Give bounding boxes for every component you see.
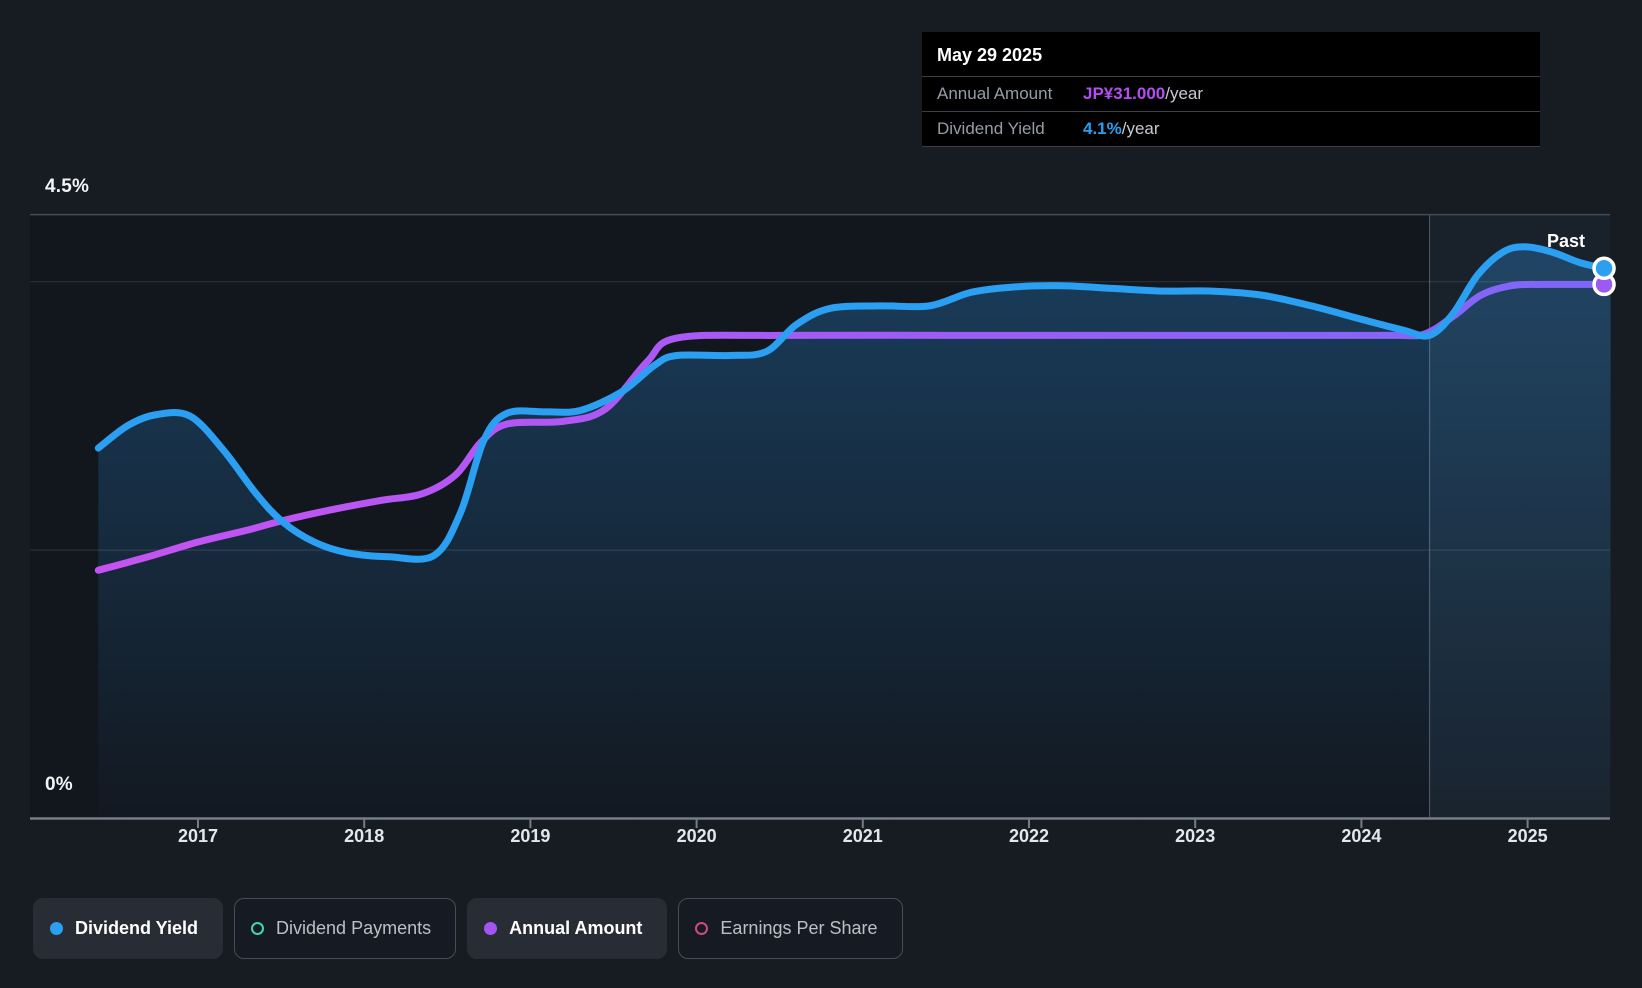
x-axis-label-2021: 2021	[842, 826, 883, 846]
chart-legend: Dividend Yield Dividend Payments Annual Am…	[33, 898, 903, 959]
tooltip-rows: Annual Amount JP¥31.000/year Dividend Yiel…	[922, 77, 1540, 147]
past-region-label: Past	[1547, 231, 1586, 251]
tooltip-row-suffix: /year	[1165, 84, 1204, 103]
tooltip-row-suffix: /year	[1121, 119, 1160, 138]
x-axis-label-2023: 2023	[1175, 826, 1216, 846]
x-axis-label-2025: 2025	[1507, 826, 1548, 846]
series-ring-icon	[695, 922, 709, 935]
y-axis-max-label: 4.5%	[45, 176, 90, 197]
chart-tooltip: May 29 2025 Annual Amount JP¥31.000/year D…	[922, 32, 1540, 147]
tooltip-row: Annual Amount JP¥31.000/year	[922, 77, 1540, 112]
tooltip-row: Dividend Yield 4.1%/year	[922, 112, 1540, 147]
legend-button-dividend-yield[interactable]: Dividend Yield	[33, 898, 224, 959]
tooltip-date: May 29 2025	[922, 32, 1540, 77]
x-axis-label-2019: 2019	[510, 826, 551, 846]
x-axis-label-2022: 2022	[1008, 826, 1050, 846]
x-axis-label-2020: 2020	[676, 826, 717, 846]
legend-button-annual-amount[interactable]: Annual Amount	[467, 898, 668, 959]
x-axis-label-2024: 2024	[1341, 826, 1382, 846]
dividend-yield-area	[98, 246, 1611, 819]
dividend-yield-line[interactable]	[94, 243, 1615, 563]
series-dot-icon	[484, 922, 498, 935]
legend-button-dividend-payments[interactable]: Dividend Payments	[234, 898, 457, 959]
series-dot-icon	[50, 922, 63, 935]
tooltip-row-value: 4.1%	[1083, 119, 1122, 138]
x-axis-label-2017: 2017	[177, 826, 219, 846]
legend-label: Earnings Per Share	[720, 918, 878, 938]
legend-label: Annual Amount	[509, 918, 643, 938]
dividend-yield-endpoint-marker[interactable]	[1592, 256, 1616, 281]
tooltip-row-value: JP¥31.000	[1083, 84, 1166, 103]
y-axis-min-label: 0%	[45, 774, 73, 795]
legend-label: Dividend Payments	[276, 918, 432, 938]
legend-button-earnings-per-share[interactable]: Earnings Per Share	[678, 898, 903, 959]
tooltip-row-label: Annual Amount	[937, 84, 1053, 103]
tooltip-row-label: Dividend Yield	[937, 119, 1045, 138]
x-axis-label-2018: 2018	[344, 826, 385, 846]
legend-label: Dividend Yield	[75, 918, 199, 938]
series-ring-icon	[251, 922, 265, 935]
